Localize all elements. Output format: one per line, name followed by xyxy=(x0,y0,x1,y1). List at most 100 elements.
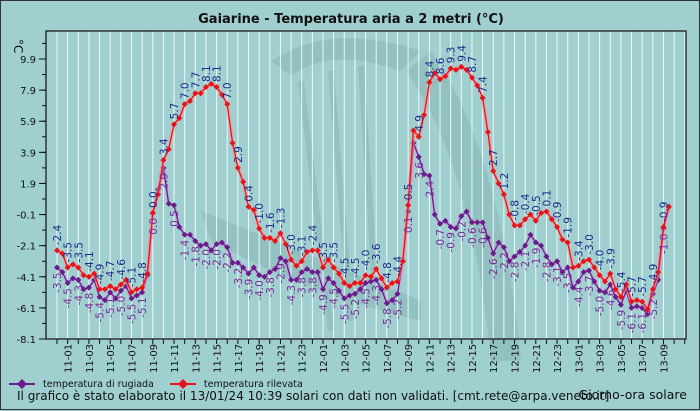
temperature-data-label: -4.8 xyxy=(382,262,394,283)
dewpoint-data-label: 2.9 xyxy=(158,173,170,190)
dewpoint-point xyxy=(320,286,326,293)
dewpoint-point xyxy=(165,200,172,207)
dewpoint-point xyxy=(367,278,374,285)
y-tick-label: -8.1 xyxy=(16,335,36,346)
temperature-point xyxy=(272,238,279,244)
dewpoint-data-label: -0.6 xyxy=(478,227,490,248)
dewpoint-data-label: -3.8 xyxy=(265,277,277,298)
dewpoint-point xyxy=(532,239,539,246)
y-tick-label: 9.9 xyxy=(20,55,36,66)
temperature-point xyxy=(538,210,545,216)
temperature-point xyxy=(256,225,263,232)
dewpoint-point xyxy=(218,239,225,246)
dewpoint-point xyxy=(383,300,390,307)
dewpoint-point xyxy=(575,278,582,285)
dewpoint-point xyxy=(176,224,183,230)
x-tick-label: 12-19 xyxy=(511,344,522,373)
dewpoint-point xyxy=(101,297,108,304)
temperature-data-label: -5.4 xyxy=(616,271,628,292)
dewpoint-data-label: -2.2 xyxy=(499,252,511,273)
temperature-data-label: 7.4 xyxy=(478,76,490,93)
temperature-point xyxy=(218,91,225,98)
series-layer xyxy=(54,63,672,319)
dewpoint-point xyxy=(447,224,454,230)
dewpoint-point xyxy=(64,280,71,286)
temperature-point xyxy=(288,256,295,263)
temperature-point xyxy=(586,256,592,263)
temperature-point xyxy=(320,264,326,271)
dewpoint-point xyxy=(272,266,279,272)
dewpoint-point xyxy=(304,266,311,272)
dewpoint-data-label: -3.8 xyxy=(307,277,319,298)
dewpoint-point xyxy=(261,273,268,280)
dewpoint-data-label: -5.2 xyxy=(350,299,362,320)
legend-label-temperature: temperatura rilevata xyxy=(203,378,303,390)
dewpoint-point xyxy=(633,303,640,310)
dewpoint-point xyxy=(139,289,146,296)
temperature-point xyxy=(596,272,603,279)
temperature-data-label: -3.0 xyxy=(286,234,298,255)
dewpoint-point xyxy=(54,264,60,271)
dewpoint-point xyxy=(293,276,300,283)
dewpoint-point xyxy=(426,172,433,179)
y-axis: 9.9 7.9 5.9 3.9 1.9 -0.1 -2.1 -4.1 -6.1 -8.1 xyxy=(16,42,46,346)
temperature-point xyxy=(580,258,587,265)
dewpoint-data-label: -0.9 xyxy=(446,232,458,253)
temperature-point xyxy=(633,297,640,304)
dewpoint-point xyxy=(431,211,438,218)
temperature-point xyxy=(181,101,188,108)
temperature-point xyxy=(149,210,156,216)
dewpoint-data-label: -6.1 xyxy=(627,313,639,334)
y-tick-label: 7.9 xyxy=(20,86,36,97)
temperature-data-label: 1.2 xyxy=(499,173,511,190)
dewpoint-point xyxy=(442,217,449,224)
dewpoint-point xyxy=(559,269,566,276)
dewpoint-data-label: -2.9 xyxy=(275,263,287,284)
temperature-point xyxy=(139,284,146,291)
temperature-point xyxy=(261,234,268,241)
dewpoint-data-label: -3.1 xyxy=(552,266,564,287)
y-tick-label: -6.1 xyxy=(16,304,36,315)
dewpoint-point xyxy=(506,258,513,265)
dewpoint-point xyxy=(351,290,358,297)
temperature-data-label: -4.0 xyxy=(595,250,607,271)
temperature-point xyxy=(192,90,199,97)
temperature-point xyxy=(570,264,577,271)
dewpoint-point xyxy=(277,255,284,262)
dewpoint-data-label: 2.4 xyxy=(424,180,436,197)
temperature-point xyxy=(357,280,364,286)
temperature-data-label: -2.4 xyxy=(52,225,64,246)
temperature-data-label: -4.5 xyxy=(339,258,351,279)
dewpoint-data-label: -0.7 xyxy=(435,229,447,250)
dewpoint-data-label: -5.0 xyxy=(116,296,128,317)
x-tick-label: 12-23 xyxy=(553,344,564,373)
temperature-point xyxy=(314,247,321,254)
dewpoint-data-label: -5.0 xyxy=(595,296,607,317)
temperature-point xyxy=(351,280,358,286)
temperature-point xyxy=(335,270,342,277)
dewpoint-point xyxy=(335,287,342,294)
dewpoint-data-label: -5.9 xyxy=(616,310,628,331)
dewpoint-data-label: -5.4 xyxy=(95,302,107,323)
temperature-data-label: -0.8 xyxy=(510,200,522,221)
temperature-point xyxy=(437,76,444,83)
temperature-point xyxy=(330,264,337,271)
x-tick-label: 11-03 xyxy=(85,344,96,373)
y-tick-label: 1.9 xyxy=(20,179,36,190)
temperature-point xyxy=(479,94,486,101)
dewpoint-point xyxy=(373,276,380,283)
dewpoint-point xyxy=(468,219,475,226)
dewpoint-point xyxy=(192,238,199,244)
dewpoint-point xyxy=(298,269,305,276)
dewpoint-data-label: -4.5 xyxy=(361,288,373,309)
dewpoint-data-label: -2.2 xyxy=(222,252,234,273)
dewpoint-data-label: 3.6 xyxy=(414,162,426,179)
temperature-point xyxy=(298,258,305,265)
temperature-data-label: -2.4 xyxy=(307,225,319,246)
y-tick-label: 5.9 xyxy=(20,117,36,128)
dewpoint-data-label: -4.3 xyxy=(286,285,298,306)
temperature-point xyxy=(304,248,311,255)
temperature-point xyxy=(612,286,619,293)
dewpoint-point xyxy=(362,280,369,286)
